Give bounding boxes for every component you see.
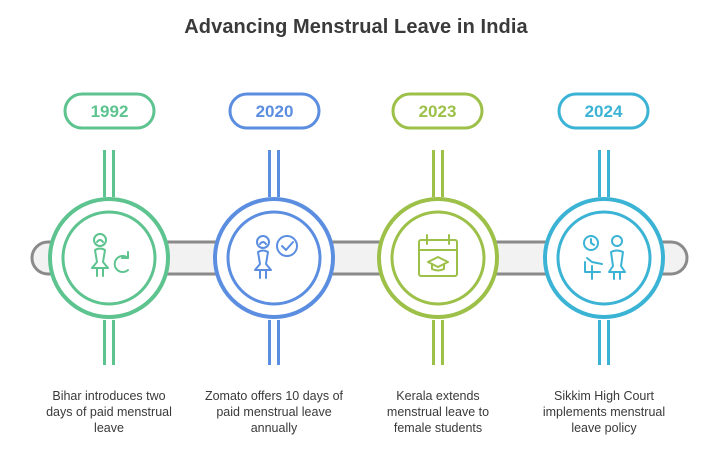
year-label-2024: 2024 <box>585 102 623 121</box>
woman-cycle-icon <box>91 233 129 277</box>
year-label-2023: 2023 <box>419 102 457 121</box>
milestone-1992 <box>48 92 170 365</box>
year-pill <box>63 92 156 130</box>
milestone-circle-inner <box>61 210 157 306</box>
woman-check-icon <box>254 235 298 279</box>
calendar-graduation-icon <box>418 234 458 277</box>
milestone-description-2020: Zomato offers 10 days of paid menstrual … <box>204 389 344 435</box>
milestone-description-1992: Bihar introduces two days of paid menstr… <box>46 389 172 435</box>
diagram-title: Advancing Menstrual Leave in India <box>184 16 528 38</box>
year-label-1992: 1992 <box>91 102 129 121</box>
milestone-description-2024: Sikkim High Court implements menstrual l… <box>542 389 666 435</box>
milestone-2023 <box>377 92 499 365</box>
year-label-2020: 2020 <box>256 102 294 121</box>
milestone-2024 <box>543 92 665 365</box>
clock-people-icon <box>583 235 626 280</box>
timeline-bar <box>30 240 689 276</box>
milestone-description-2023: Kerala extends menstrual leave to female… <box>386 389 490 435</box>
milestone-2020 <box>213 92 335 365</box>
